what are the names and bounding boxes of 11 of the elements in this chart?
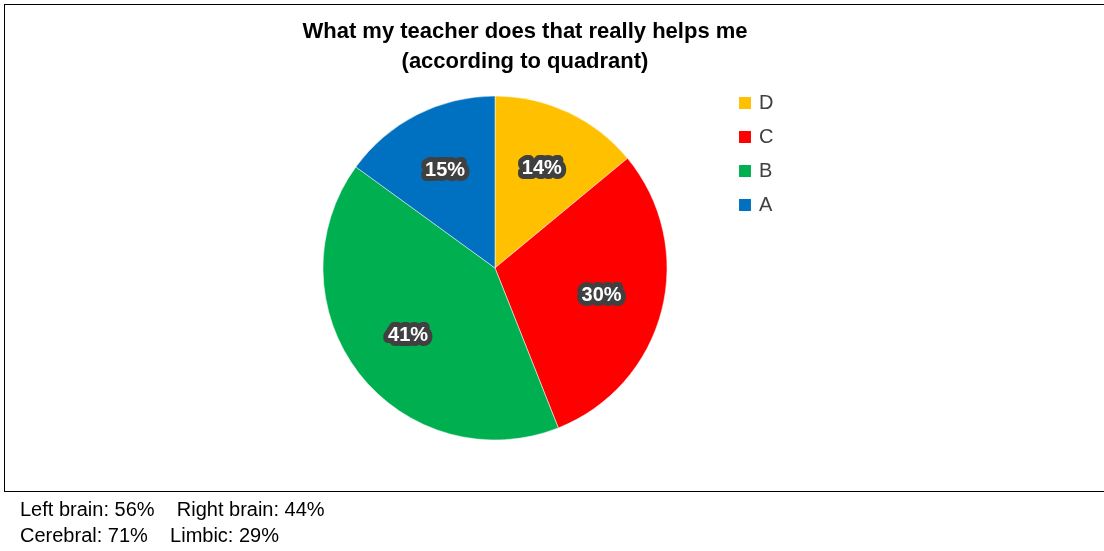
legend-label: A — [759, 193, 773, 215]
legend-label: C — [759, 125, 774, 147]
text: Cerebral: 71% Limbic: 29% — [20, 524, 280, 546]
chart-title: What my teacher does that really helps me (according to quadrant) — [302, 18, 748, 73]
data-label: 30% — [581, 283, 622, 306]
legend-label: B — [759, 159, 773, 181]
data-label: 41% — [388, 323, 429, 346]
data-label: 15% — [425, 157, 466, 180]
data-label: 14% — [521, 156, 563, 179]
legend-label: D — [759, 91, 774, 113]
text: Left brain: 56% Right brain: 44% — [20, 498, 325, 520]
